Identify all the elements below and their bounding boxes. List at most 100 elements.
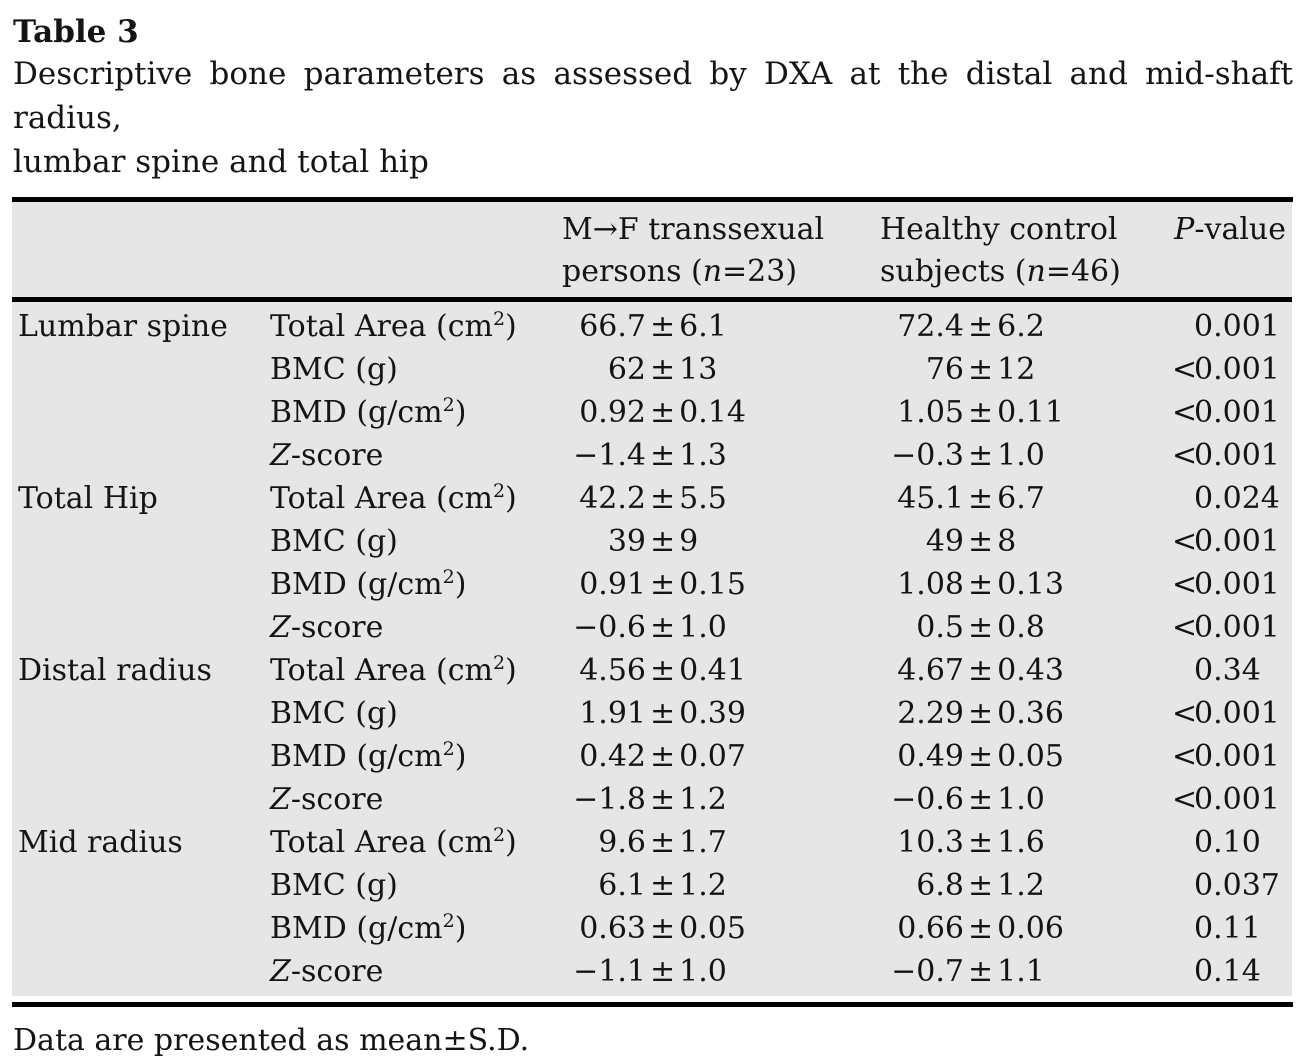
table-row: Z-score −1.4 ±1.3 −0.3 ±1.0 <0.001 (12, 434, 1292, 477)
value-cell-mf: −1.8 ±1.2 (573, 782, 727, 817)
pvalue-cell: 0.024 (1194, 481, 1280, 516)
value-cell-control: 0.5 ±0.8 (916, 610, 1045, 645)
header-control-line1: Healthy control (880, 212, 1118, 247)
header-mf-line1: M→F transsexual (562, 212, 825, 247)
pvalue-cell: <0.001 (1172, 524, 1280, 559)
table-caption: Descriptive bone parameters as assessed … (13, 52, 1293, 184)
pvalue-cell: 0.037 (1194, 868, 1280, 903)
value-cell-control: 45.1 ±6.7 (897, 481, 1045, 516)
region-cell-mid-radius: Mid radius (18, 825, 183, 860)
table-title: Table 3 (13, 14, 139, 50)
value-cell-control: 72.4 ±6.2 (897, 309, 1045, 344)
table-row: BMC (g) 1.91 ±0.39 2.29 ±0.36 <0.001 (12, 692, 1292, 735)
table-row: Distal radius Total Area (cm2) 4.56 ±0.41… (12, 649, 1292, 692)
pvalue-cell: <0.001 (1172, 352, 1280, 387)
parameter-cell: BMD (g/cm2) (270, 910, 467, 946)
parameter-cell: Total Area (cm2) (270, 308, 517, 344)
value-cell-control: −0.3 ±1.0 (891, 438, 1045, 473)
value-cell-mf: 0.92 ±0.14 (579, 395, 746, 430)
parameter-cell: BMD (g/cm2) (270, 566, 467, 602)
header-empty-parameter (262, 202, 554, 302)
value-cell-mf: 0.63 ±0.05 (579, 911, 746, 946)
parameter-cell: BMD (g/cm2) (270, 394, 467, 430)
parameter-cell: Z-score (270, 954, 384, 989)
table-row: BMC (g) 6.1 ±1.2 6.8 ±1.2 0.037 (12, 864, 1292, 907)
pvalue-cell: <0.001 (1172, 782, 1280, 817)
parameter-cell: BMD (g/cm2) (270, 738, 467, 774)
table-row: Z-score −1.8 ±1.2 −0.6 ±1.0 <0.001 (12, 778, 1292, 821)
value-cell-mf: 0.91 ±0.15 (579, 567, 746, 602)
table-row: Z-score −1.1 ±1.0 −0.7 ±1.1 0.14 (12, 950, 1292, 996)
value-cell-mf: 4.56 ±0.41 (579, 653, 746, 688)
header-mf-line2: persons (n=23) (562, 254, 798, 289)
value-cell-control: 49 ±8 (925, 524, 1017, 559)
value-cell-mf: 66.7 ±6.1 (579, 309, 727, 344)
pvalue-cell: <0.001 (1172, 395, 1280, 430)
value-cell-mf: 62 ±13 (607, 352, 718, 387)
value-cell-mf: −1.4 ±1.3 (573, 438, 727, 473)
header-row: M→F transsexual persons (n=23) Healthy c… (12, 202, 1292, 302)
column-header-mf-transsexual: M→F transsexual persons (n=23) (554, 202, 872, 302)
table-row: BMD (g/cm2) 0.91 ±0.15 1.08 ±0.13 <0.001 (12, 563, 1292, 606)
table-row: BMD (g/cm2) 0.92 ±0.14 1.05 ±0.11 <0.001 (12, 391, 1292, 434)
parameter-cell: Z-score (270, 782, 384, 817)
parameter-cell: BMC (g) (270, 352, 398, 387)
table-row: Z-score −0.6 ±1.0 0.5 ±0.8 <0.001 (12, 606, 1292, 649)
pvalue-cell: 0.10 (1194, 825, 1261, 860)
value-cell-mf: 9.6 ±1.7 (598, 825, 727, 860)
parameter-cell: Total Area (cm2) (270, 652, 517, 688)
parameter-cell: Z-score (270, 438, 384, 473)
value-cell-control: 4.67 ±0.43 (897, 653, 1064, 688)
value-cell-mf: 42.2 ±5.5 (579, 481, 727, 516)
pvalue-cell: <0.001 (1172, 438, 1280, 473)
table-frame: M→F transsexual persons (n=23) Healthy c… (12, 197, 1293, 1007)
column-header-healthy-control: Healthy control subjects (n=46) (872, 202, 1154, 302)
parameter-cell: Total Area (cm2) (270, 824, 517, 860)
pvalue-cell: 0.34 (1194, 653, 1261, 688)
region-cell-total-hip: Total Hip (18, 481, 158, 516)
value-cell-control: 10.3 ±1.6 (897, 825, 1045, 860)
parameter-cell: Total Area (cm2) (270, 480, 517, 516)
value-cell-mf: 6.1 ±1.2 (598, 868, 727, 903)
region-cell-distal-radius: Distal radius (18, 653, 212, 688)
pvalue-cell: <0.001 (1172, 696, 1280, 731)
value-cell-mf: −1.1 ±1.0 (573, 954, 727, 989)
table-row: BMC (g) 39 ±9 49 ±8 <0.001 (12, 520, 1292, 563)
pvalue-cell: <0.001 (1172, 567, 1280, 602)
value-cell-control: 0.49 ±0.05 (897, 739, 1064, 774)
table-row: Lumbar spine Total Area (cm2) 66.7 ±6.1 7… (12, 300, 1292, 349)
value-cell-control: 76 ±12 (925, 352, 1036, 387)
value-cell-mf: 0.42 ±0.07 (579, 739, 746, 774)
value-cell-control: 2.29 ±0.36 (897, 696, 1064, 731)
pvalue-cell: 0.11 (1194, 911, 1261, 946)
table-row: Total Hip Total Area (cm2) 42.2 ±5.5 45.1… (12, 477, 1292, 520)
value-cell-control: 1.05 ±0.11 (897, 395, 1064, 430)
value-cell-control: 0.66 ±0.06 (897, 911, 1064, 946)
table-row: Mid radius Total Area (cm2) 9.6 ±1.7 10.3… (12, 821, 1292, 864)
parameter-cell: Z-score (270, 610, 384, 645)
pvalue-cell: 0.001 (1194, 309, 1280, 344)
value-cell-control: 1.08 ±0.13 (897, 567, 1064, 602)
value-cell-control: 6.8 ±1.2 (916, 868, 1045, 903)
caption-line-2: lumbar spine and total hip (13, 144, 429, 180)
parameter-cell: BMC (g) (270, 524, 398, 559)
header-control-line2: subjects (n=46) (880, 254, 1121, 289)
region-cell-lumbar-spine: Lumbar spine (18, 309, 228, 344)
table-footnote: Data are presented as mean±S.D. (13, 1023, 530, 1058)
parameter-cell: BMC (g) (270, 696, 398, 731)
caption-line-1: Descriptive bone parameters as assessed … (13, 56, 1293, 136)
value-cell-control: −0.7 ±1.1 (891, 954, 1045, 989)
bone-parameters-table: M→F transsexual persons (n=23) Healthy c… (12, 202, 1292, 996)
pvalue-cell: 0.14 (1194, 954, 1261, 989)
value-cell-mf: −0.6 ±1.0 (573, 610, 727, 645)
header-empty-region (12, 202, 262, 302)
value-cell-control: −0.6 ±1.0 (891, 782, 1045, 817)
table-row: BMD (g/cm2) 0.42 ±0.07 0.49 ±0.05 <0.001 (12, 735, 1292, 778)
pvalue-cell: <0.001 (1172, 739, 1280, 774)
table-row: BMD (g/cm2) 0.63 ±0.05 0.66 ±0.06 0.11 (12, 907, 1292, 950)
table-row: BMC (g) 62 ±13 76 ±12 <0.001 (12, 348, 1292, 391)
parameter-cell: BMC (g) (270, 868, 398, 903)
column-header-pvalue: P-value (1154, 202, 1292, 302)
value-cell-mf: 39 ±9 (607, 524, 699, 559)
